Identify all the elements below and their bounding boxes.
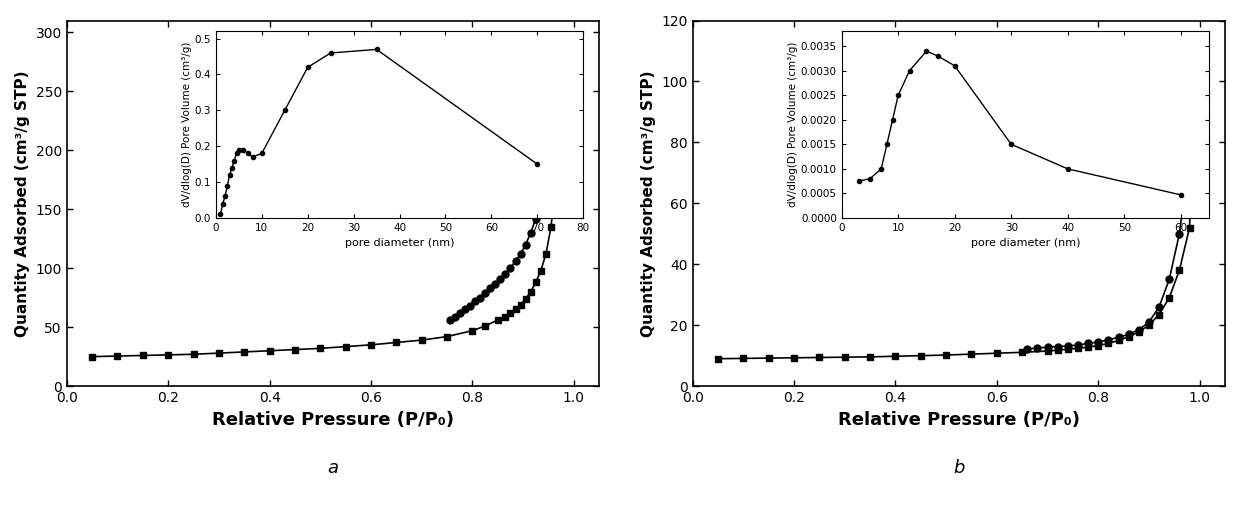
Y-axis label: Quantity Adsorbed (cm³/g STP): Quantity Adsorbed (cm³/g STP)	[641, 70, 656, 336]
X-axis label: Relative Pressure (P/P₀): Relative Pressure (P/P₀)	[212, 410, 454, 428]
Text: b: b	[954, 459, 965, 477]
Y-axis label: Quantity Adsorbed (cm³/g STP): Quantity Adsorbed (cm³/g STP)	[15, 70, 30, 336]
X-axis label: Relative Pressure (P/P₀): Relative Pressure (P/P₀)	[838, 410, 1080, 428]
Text: a: a	[327, 459, 339, 477]
